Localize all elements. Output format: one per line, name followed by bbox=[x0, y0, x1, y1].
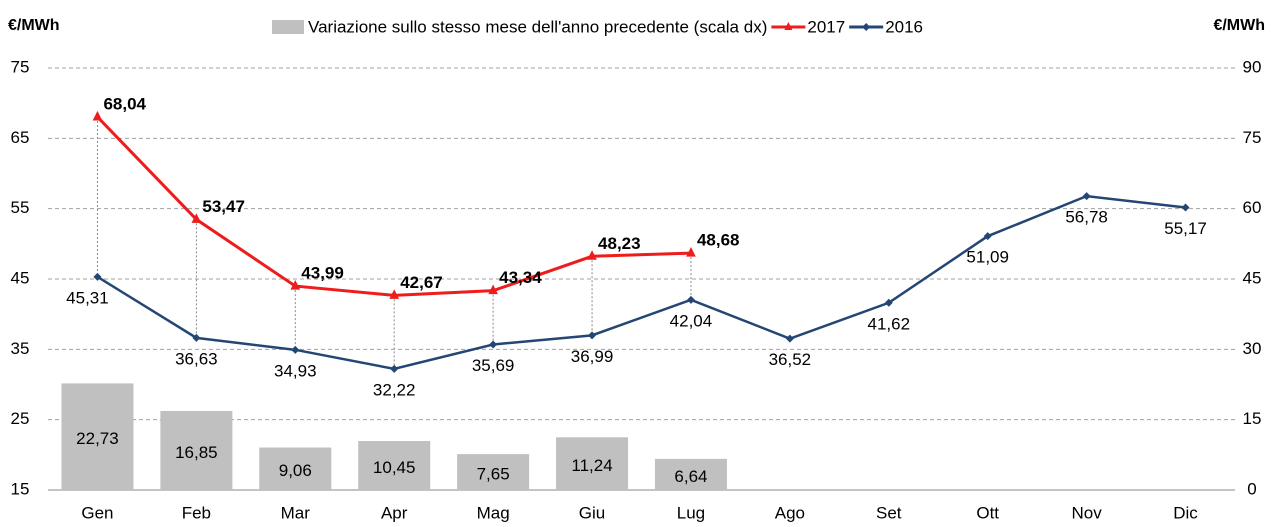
marker bbox=[587, 250, 597, 260]
bar bbox=[358, 441, 431, 490]
bar bbox=[556, 437, 629, 490]
bar-value-label: 11,24 bbox=[571, 456, 612, 475]
bar bbox=[160, 410, 233, 490]
marker bbox=[588, 331, 597, 340]
marker bbox=[191, 213, 202, 223]
bar bbox=[457, 454, 530, 490]
marker bbox=[686, 246, 696, 257]
value-label: 36,99 bbox=[571, 347, 614, 366]
value-label: 48,23 bbox=[598, 234, 641, 253]
legend-label: 2016 bbox=[885, 17, 923, 36]
value-label: 36,63 bbox=[175, 349, 218, 368]
legend-marker bbox=[784, 22, 793, 30]
y-axis-label: €/MWh bbox=[8, 17, 60, 34]
value-label: 42,04 bbox=[670, 311, 713, 330]
marker bbox=[390, 364, 399, 373]
legend-label: Variazione sullo stesso mese dell'anno p… bbox=[308, 17, 767, 36]
marker bbox=[291, 345, 300, 354]
y2-tick-label: 75 bbox=[1243, 128, 1262, 147]
marker bbox=[93, 272, 102, 281]
y2-tick-label: 15 bbox=[1243, 409, 1262, 428]
y-tick-label: 65 bbox=[11, 128, 30, 147]
value-label: 41,62 bbox=[868, 314, 911, 333]
y-tick-label: 45 bbox=[11, 268, 30, 287]
legend-label: 2017 bbox=[807, 17, 845, 36]
bar bbox=[654, 458, 727, 490]
value-label: 48,68 bbox=[697, 231, 740, 250]
value-label: 43,34 bbox=[499, 268, 542, 287]
marker bbox=[290, 279, 301, 290]
value-label: 34,93 bbox=[274, 361, 317, 380]
marker bbox=[489, 340, 498, 349]
value-label: 55,17 bbox=[1164, 219, 1207, 238]
value-label: 51,09 bbox=[966, 248, 1009, 267]
marker bbox=[1181, 203, 1190, 212]
legend-swatch bbox=[272, 20, 304, 34]
marker bbox=[389, 289, 400, 299]
x-tick-label: Lug bbox=[677, 503, 705, 522]
y-tick-label: 35 bbox=[11, 339, 30, 358]
bar-value-label: 10,45 bbox=[373, 458, 416, 477]
marker bbox=[686, 295, 695, 304]
marker bbox=[785, 334, 794, 343]
y2-axis-label: €/MWh bbox=[1213, 17, 1265, 34]
bar-value-label: 6,64 bbox=[674, 467, 707, 486]
value-label: 35,69 bbox=[472, 356, 515, 375]
y-tick-label: 75 bbox=[11, 57, 30, 76]
bar-value-label: 7,65 bbox=[477, 465, 510, 484]
marker bbox=[92, 110, 103, 121]
y2-tick-label: 60 bbox=[1243, 198, 1262, 217]
x-tick-label: Dic bbox=[1173, 503, 1198, 522]
x-tick-label: Ago bbox=[775, 503, 805, 522]
x-tick-label: Ott bbox=[976, 503, 999, 522]
x-tick-label: Set bbox=[876, 503, 902, 522]
x-tick-label: Nov bbox=[1072, 503, 1103, 522]
value-label: 36,52 bbox=[769, 350, 812, 369]
line bbox=[96, 194, 1186, 371]
y-tick-label: 55 bbox=[11, 198, 30, 217]
y-tick-label: 15 bbox=[11, 479, 30, 498]
bar bbox=[259, 447, 332, 490]
value-label: 32,22 bbox=[373, 380, 416, 399]
value-label: 42,67 bbox=[400, 273, 443, 292]
value-label: 56,78 bbox=[1065, 208, 1108, 227]
x-tick-label: Mag bbox=[477, 503, 510, 522]
bar-value-label: 16,85 bbox=[175, 443, 218, 462]
value-label: 45,31 bbox=[66, 288, 109, 307]
line bbox=[96, 115, 692, 297]
y2-tick-label: 45 bbox=[1243, 268, 1262, 287]
x-tick-label: Mar bbox=[281, 503, 311, 522]
x-tick-label: Gen bbox=[81, 503, 113, 522]
bar-value-label: 22,73 bbox=[76, 429, 119, 448]
value-label: 68,04 bbox=[103, 94, 146, 113]
marker bbox=[983, 232, 992, 241]
value-label: 43,99 bbox=[301, 264, 344, 283]
bar-value-label: 9,06 bbox=[279, 461, 312, 480]
y-tick-label: 25 bbox=[11, 409, 30, 428]
y2-tick-label: 0 bbox=[1247, 479, 1256, 498]
marker bbox=[192, 333, 201, 342]
bar bbox=[61, 383, 134, 490]
marker bbox=[884, 298, 893, 307]
marker bbox=[488, 284, 498, 295]
y2-tick-label: 30 bbox=[1243, 339, 1262, 358]
x-tick-label: Feb bbox=[182, 503, 211, 522]
marker bbox=[1082, 192, 1091, 201]
x-tick-label: Giu bbox=[579, 503, 605, 522]
x-tick-label: Apr bbox=[381, 503, 408, 522]
value-label: 53,47 bbox=[202, 197, 245, 216]
legend-marker bbox=[862, 23, 871, 31]
y2-tick-label: 90 bbox=[1243, 57, 1262, 76]
